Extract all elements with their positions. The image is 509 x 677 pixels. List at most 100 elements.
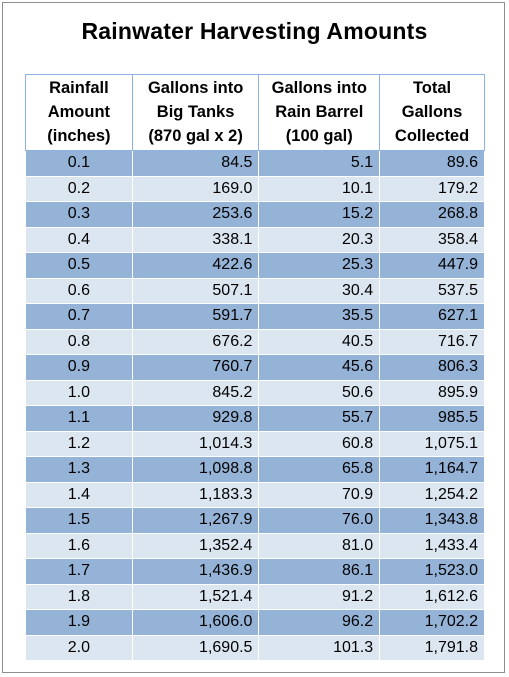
- header-line: Gallons into: [147, 79, 244, 97]
- cell-rainfall: 0.8: [25, 328, 133, 355]
- cell-total: 1,702.2: [379, 609, 485, 636]
- header-line: (870 gal x 2): [148, 127, 243, 145]
- cell-total: 895.9: [379, 379, 485, 406]
- cell-rainfall: 2.0: [25, 634, 133, 661]
- header-total-gallons: Total Gallons Collected: [379, 74, 485, 151]
- cell-rain-barrel: 60.8: [258, 430, 381, 457]
- table-row: 1.1 929.8 55.7 985.5: [25, 405, 485, 432]
- table-row: 1.0 845.2 50.6 895.9: [25, 379, 485, 406]
- cell-big-tanks: 507.1: [131, 277, 260, 304]
- header-line: Rainfall: [49, 79, 109, 97]
- header-line: Rain Barrel: [275, 103, 364, 121]
- header-big-tanks: Gallons into Big Tanks (870 gal x 2): [131, 74, 260, 151]
- table-row: 1.6 1,352.4 81.0 1,433.4: [25, 532, 485, 559]
- cell-rain-barrel: 15.2: [258, 201, 381, 228]
- cell-rainfall: 1.3: [25, 456, 133, 483]
- header-rain-barrel: Gallons into Rain Barrel (100 gal): [258, 74, 381, 151]
- cell-rainfall: 1.8: [25, 583, 133, 610]
- cell-rain-barrel: 86.1: [258, 558, 381, 585]
- cell-rain-barrel: 30.4: [258, 277, 381, 304]
- cell-total: 268.8: [379, 201, 485, 228]
- header-line: Gallons into: [271, 79, 367, 97]
- cell-rainfall: 1.9: [25, 609, 133, 636]
- cell-big-tanks: 1,098.8: [131, 456, 260, 483]
- table-header: Rainfall Amount (inches) Gallons into Bi…: [25, 74, 485, 151]
- cell-rainfall: 0.5: [25, 252, 133, 279]
- table-row: 0.6 507.1 30.4 537.5: [25, 277, 485, 304]
- cell-big-tanks: 422.6: [131, 252, 260, 279]
- cell-rainfall: 1.7: [25, 558, 133, 585]
- cell-rainfall: 1.0: [25, 379, 133, 406]
- cell-total: 1,791.8: [379, 634, 485, 661]
- cell-rainfall: 1.4: [25, 481, 133, 508]
- cell-total: 358.4: [379, 226, 485, 253]
- header-line: (100 gal): [285, 127, 353, 145]
- cell-rainfall: 0.3: [25, 201, 133, 228]
- table-body: 0.1 84.5 5.1 89.6 0.2 169.0 10.1 179.2 0.3 253.6 1…: [25, 150, 485, 661]
- cell-total: 1,433.4: [379, 532, 485, 559]
- cell-big-tanks: 676.2: [131, 328, 260, 355]
- header-line: (inches): [47, 127, 111, 145]
- table-row: 0.3 253.6 15.2 268.8: [25, 201, 485, 228]
- cell-rainfall: 0.4: [25, 226, 133, 253]
- cell-rainfall: 0.7: [25, 303, 133, 330]
- cell-big-tanks: 929.8: [131, 405, 260, 432]
- cell-rainfall: 1.5: [25, 507, 133, 534]
- table-row: 0.5 422.6 25.3 447.9: [25, 252, 485, 279]
- table-row: 1.4 1,183.3 70.9 1,254.2: [25, 481, 485, 508]
- cell-rainfall: 0.6: [25, 277, 133, 304]
- cell-total: 1,612.6: [379, 583, 485, 610]
- cell-rain-barrel: 96.2: [258, 609, 381, 636]
- cell-big-tanks: 1,014.3: [131, 430, 260, 457]
- cell-big-tanks: 1,352.4: [131, 532, 260, 559]
- cell-total: 447.9: [379, 252, 485, 279]
- cell-total: 1,343.8: [379, 507, 485, 534]
- header-line: Amount: [47, 103, 111, 121]
- cell-rain-barrel: 101.3: [258, 634, 381, 661]
- cell-rain-barrel: 45.6: [258, 354, 381, 381]
- table-row: 1.5 1,267.9 76.0 1,343.8: [25, 507, 485, 534]
- cell-total: 537.5: [379, 277, 485, 304]
- table-row: 0.4 338.1 20.3 358.4: [25, 226, 485, 253]
- cell-total: 1,164.7: [379, 456, 485, 483]
- table-row: 1.9 1,606.0 96.2 1,702.2: [25, 609, 485, 636]
- table-row: 1.8 1,521.4 91.2 1,612.6: [25, 583, 485, 610]
- cell-total: 1,523.0: [379, 558, 485, 585]
- cell-big-tanks: 591.7: [131, 303, 260, 330]
- table-row: 0.8 676.2 40.5 716.7: [25, 328, 485, 355]
- cell-total: 1,075.1: [379, 430, 485, 457]
- cell-total: 985.5: [379, 405, 485, 432]
- table-row: 0.9 760.7 45.6 806.3: [25, 354, 485, 381]
- table-row: 0.2 169.0 10.1 179.2: [25, 175, 485, 202]
- cell-total: 1,254.2: [379, 481, 485, 508]
- cell-big-tanks: 84.5: [131, 150, 260, 177]
- cell-rainfall: 1.1: [25, 405, 133, 432]
- cell-rain-barrel: 10.1: [258, 175, 381, 202]
- table-row: 1.2 1,014.3 60.8 1,075.1: [25, 430, 485, 457]
- cell-big-tanks: 1,436.9: [131, 558, 260, 585]
- cell-rainfall: 1.6: [25, 532, 133, 559]
- cell-rain-barrel: 70.9: [258, 481, 381, 508]
- cell-big-tanks: 1,183.3: [131, 481, 260, 508]
- cell-rainfall: 0.2: [25, 175, 133, 202]
- cell-rain-barrel: 81.0: [258, 532, 381, 559]
- cell-rain-barrel: 5.1: [258, 150, 381, 177]
- cell-big-tanks: 845.2: [131, 379, 260, 406]
- cell-total: 89.6: [379, 150, 485, 177]
- cell-rain-barrel: 35.5: [258, 303, 381, 330]
- cell-rain-barrel: 25.3: [258, 252, 381, 279]
- header-line: Total: [412, 79, 452, 97]
- header-line: Gallons: [401, 103, 463, 121]
- header-line: Collected: [394, 127, 470, 145]
- table-row: 0.1 84.5 5.1 89.6: [25, 150, 485, 177]
- table-row: 1.3 1,098.8 65.8 1,164.7: [25, 456, 485, 483]
- header-line: Big Tanks: [156, 103, 235, 121]
- table-row: 2.0 1,690.5 101.3 1,791.8: [25, 634, 485, 661]
- cell-big-tanks: 1,267.9: [131, 507, 260, 534]
- cell-big-tanks: 338.1: [131, 226, 260, 253]
- cell-rain-barrel: 76.0: [258, 507, 381, 534]
- cell-rain-barrel: 65.8: [258, 456, 381, 483]
- cell-rain-barrel: 55.7: [258, 405, 381, 432]
- header-rainfall-amount: Rainfall Amount (inches): [25, 74, 133, 151]
- cell-rainfall: 0.9: [25, 354, 133, 381]
